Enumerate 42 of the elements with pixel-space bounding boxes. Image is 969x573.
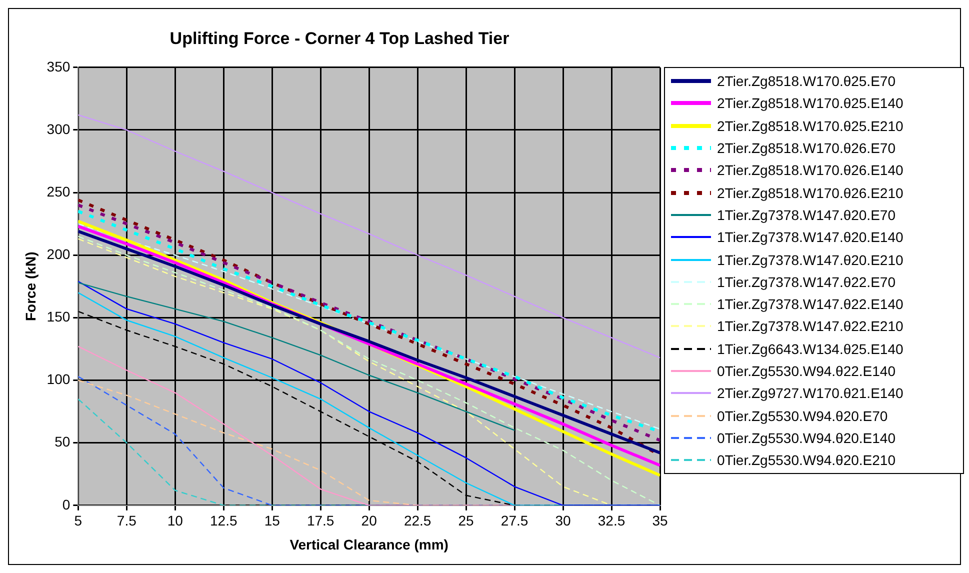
legend-label: 0Tier.Zg5530.W94.θ22.E140: [717, 363, 896, 379]
y-tick-label: 300: [46, 120, 70, 137]
x-tick-label: 27.5: [500, 512, 528, 529]
legend-label: 1Tier.Zg6643.W134.θ25.E140: [717, 340, 904, 357]
x-tick-label: 32.5: [598, 512, 626, 529]
legend-label: 1Tier.Zg7378.W147.θ20.E140: [717, 229, 904, 246]
legend-label: 1Tier.Zg7378.W147.θ20.E210: [717, 252, 904, 268]
legend-label: 1Tier.Zg7378.W147.θ22.E70: [717, 274, 896, 290]
y-tick-label: 200: [46, 246, 70, 262]
y-tick-label: 0: [62, 496, 70, 512]
y-tick-label: 350: [46, 58, 70, 74]
legend-label: 2Tier.Zg8518.W170.θ25.E140: [717, 95, 904, 112]
x-tick-label: 20: [361, 512, 378, 529]
legend-label: 0Tier.Zg5530.W94.θ20.E70: [717, 408, 888, 424]
x-tick-label: 35: [652, 512, 668, 529]
x-tick-label: 10: [167, 512, 184, 529]
legend-label: 2Tier.Zg8518.W170.θ26.E210: [717, 184, 904, 201]
x-tick-label: 30: [555, 512, 572, 529]
legend-label: 2Tier.Zg9727.W170.θ21.E140: [717, 385, 904, 402]
x-tick-label: 25: [458, 512, 474, 529]
legend-label: 0Tier.Zg5530.W94.θ20.E140: [717, 430, 896, 446]
chart-title: Uplifting Force - Corner 4 Top Lashed Tier: [170, 28, 510, 48]
y-tick-label: 250: [46, 183, 70, 200]
legend-label: 1Tier.Zg7378.W147.θ22.E210: [717, 318, 904, 334]
y-tick-label: 150: [46, 308, 70, 325]
x-tick-label: 15: [264, 512, 280, 529]
legend-label: 0Tier.Zg5530.W94.θ20.E210: [717, 452, 896, 468]
legend-label: 2Tier.Zg8518.W170.θ26.E140: [717, 162, 904, 178]
x-tick-label: 17.5: [306, 512, 334, 529]
y-axis-title: Force (kN): [22, 252, 38, 322]
y-tick-label: 50: [54, 434, 70, 450]
y-tick-label: 100: [46, 371, 70, 388]
x-tick-label: 5: [74, 512, 82, 529]
legend-label: 2Tier.Zg8518.W170.θ25.E210: [717, 118, 904, 134]
x-tick-label: 22.5: [404, 512, 432, 529]
legend-label: 2Tier.Zg8518.W170.θ26.E70: [717, 140, 896, 156]
x-axis-title: Vertical Clearance (mm): [290, 536, 448, 552]
legend-label: 2Tier.Zg8518.W170.θ25.E70: [717, 73, 896, 90]
legend-label: 1Tier.Zg7378.W147.θ20.E70: [717, 206, 896, 223]
legend-label: 1Tier.Zg7378.W147.θ22.E140: [717, 296, 904, 312]
x-tick-label: 7.5: [116, 512, 137, 529]
x-tick-label: 12.5: [210, 512, 238, 529]
